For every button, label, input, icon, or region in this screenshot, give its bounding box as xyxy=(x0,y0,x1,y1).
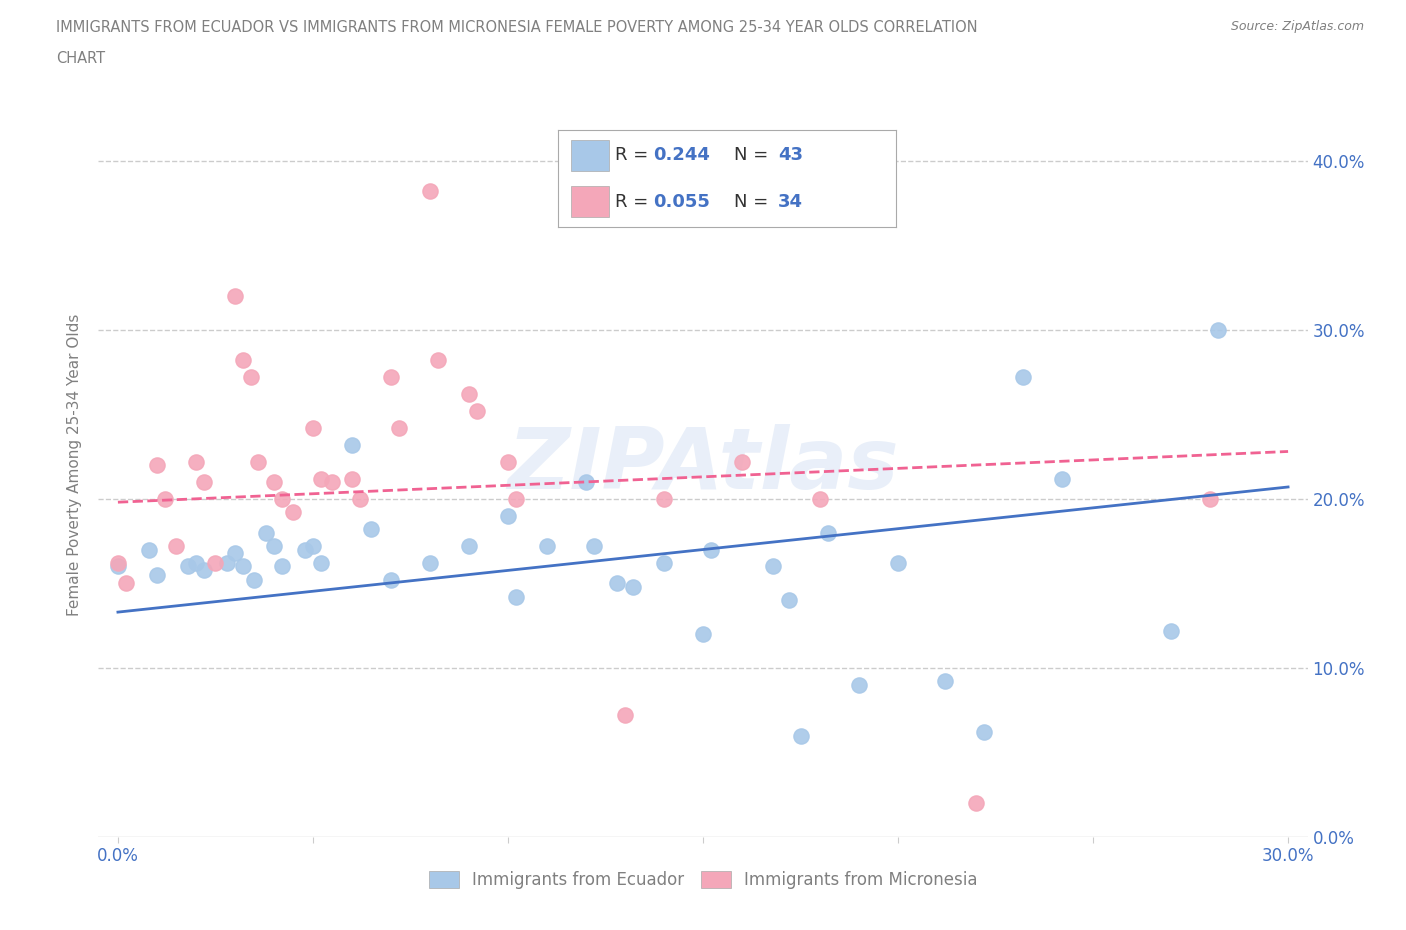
Point xyxy=(419,183,441,198)
Point xyxy=(283,505,305,520)
Point xyxy=(340,437,363,452)
Point xyxy=(107,555,129,570)
Point xyxy=(731,454,754,469)
Point xyxy=(458,387,481,402)
Point xyxy=(496,454,519,469)
Point xyxy=(146,567,169,582)
Point xyxy=(309,472,332,486)
Point xyxy=(114,576,136,591)
Text: Source: ZipAtlas.com: Source: ZipAtlas.com xyxy=(1230,20,1364,33)
Point xyxy=(778,592,800,607)
Point xyxy=(848,677,870,692)
Point xyxy=(153,491,176,506)
Point xyxy=(294,542,316,557)
Point xyxy=(614,708,637,723)
Point xyxy=(388,420,411,435)
Point xyxy=(138,542,160,557)
Point xyxy=(321,474,343,489)
Point xyxy=(204,555,226,570)
Point xyxy=(217,555,239,570)
Point xyxy=(193,563,215,578)
Point xyxy=(496,509,519,524)
Point xyxy=(239,369,262,384)
Point xyxy=(263,474,285,489)
Point xyxy=(254,525,277,540)
Point xyxy=(1011,369,1033,384)
Point xyxy=(340,472,363,486)
Point xyxy=(1206,323,1229,338)
Point xyxy=(789,728,811,743)
Point xyxy=(621,579,644,594)
Legend: Immigrants from Ecuador, Immigrants from Micronesia: Immigrants from Ecuador, Immigrants from… xyxy=(422,864,984,896)
Text: CHART: CHART xyxy=(56,51,105,66)
Point xyxy=(505,590,527,604)
Point xyxy=(247,454,270,469)
Point xyxy=(505,491,527,506)
Point xyxy=(184,555,207,570)
Text: ZIPAtlas: ZIPAtlas xyxy=(508,423,898,507)
Point xyxy=(270,559,292,574)
Point xyxy=(232,559,254,574)
Point xyxy=(243,573,266,588)
Point xyxy=(349,491,371,506)
Point xyxy=(606,576,628,591)
Point xyxy=(465,404,488,418)
Point xyxy=(458,538,481,553)
Text: IMMIGRANTS FROM ECUADOR VS IMMIGRANTS FROM MICRONESIA FEMALE POVERTY AMONG 25-34: IMMIGRANTS FROM ECUADOR VS IMMIGRANTS FR… xyxy=(56,20,977,35)
Point xyxy=(193,474,215,489)
Point xyxy=(146,458,169,472)
Point xyxy=(360,522,382,537)
Point xyxy=(165,538,187,553)
Point xyxy=(184,454,207,469)
Point xyxy=(762,559,785,574)
Point xyxy=(302,538,325,553)
Point xyxy=(575,474,598,489)
Point xyxy=(692,627,714,642)
Point xyxy=(224,288,246,303)
Point xyxy=(419,555,441,570)
Point xyxy=(817,525,839,540)
Point xyxy=(1160,623,1182,638)
Point xyxy=(263,538,285,553)
Point xyxy=(965,796,987,811)
Point xyxy=(380,369,402,384)
Point xyxy=(177,559,200,574)
Point xyxy=(302,420,325,435)
Point xyxy=(934,674,956,689)
Point xyxy=(107,559,129,574)
Point xyxy=(380,573,402,588)
Point xyxy=(652,491,675,506)
Point xyxy=(808,491,831,506)
Y-axis label: Female Poverty Among 25-34 Year Olds: Female Poverty Among 25-34 Year Olds xyxy=(67,313,83,617)
Point xyxy=(426,352,449,367)
Point xyxy=(536,538,558,553)
Point xyxy=(224,546,246,561)
Point xyxy=(652,555,675,570)
Point xyxy=(973,724,995,739)
Point xyxy=(1199,491,1222,506)
Point xyxy=(1050,472,1073,486)
Point xyxy=(887,555,910,570)
Point xyxy=(582,538,605,553)
Point xyxy=(270,491,292,506)
Point xyxy=(309,555,332,570)
Point xyxy=(232,352,254,367)
Point xyxy=(700,542,723,557)
